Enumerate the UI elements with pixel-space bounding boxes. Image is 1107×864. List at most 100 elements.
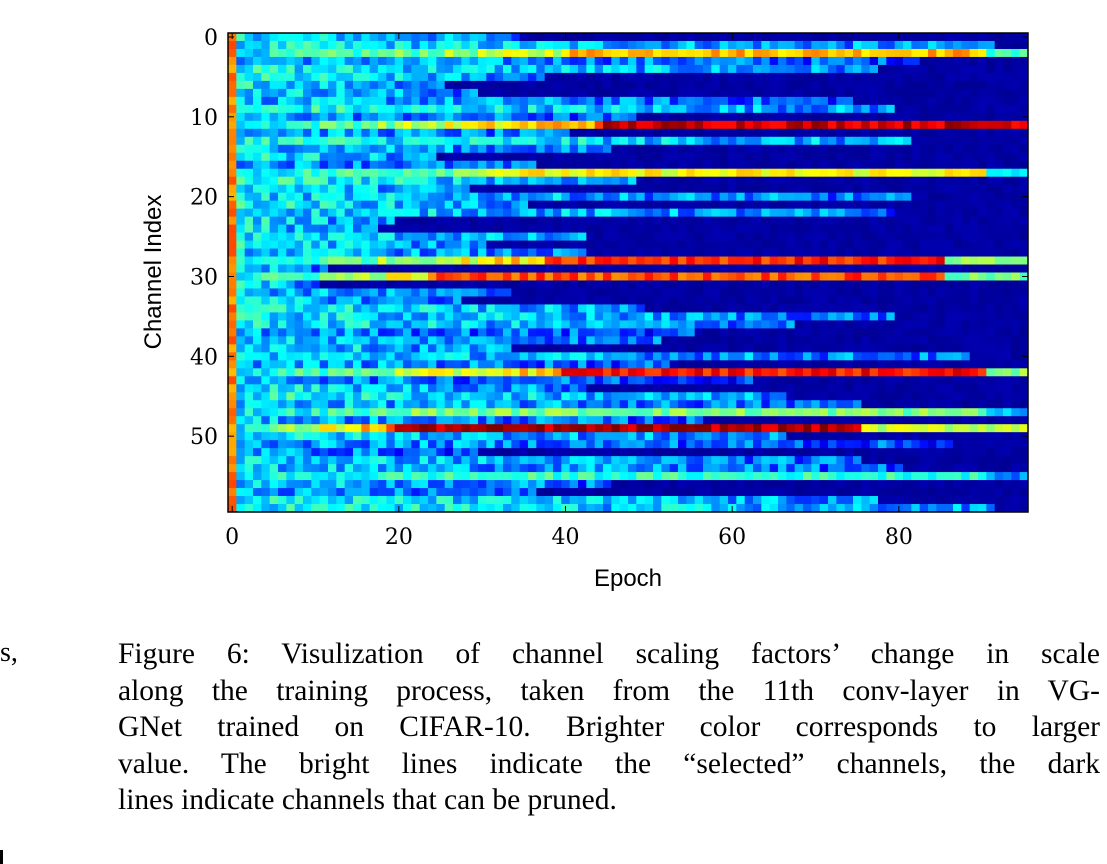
- heatmap-cell: [719, 368, 729, 377]
- heatmap-cell: [561, 224, 571, 233]
- heatmap-cell: [294, 128, 304, 138]
- heatmap-cell: [878, 144, 887, 154]
- heatmap-cell: [261, 184, 271, 194]
- heatmap-cell: [753, 152, 762, 162]
- heatmap-cell: [911, 33, 921, 42]
- heatmap-cell: [811, 440, 821, 449]
- heatmap-cell: [553, 296, 562, 305]
- heatmap-cell: [578, 64, 587, 74]
- heatmap-cell: [503, 104, 512, 114]
- heatmap-cell: [228, 168, 237, 178]
- heatmap-cell: [336, 376, 346, 385]
- heatmap-cell: [544, 128, 554, 138]
- heatmap-cell: [769, 120, 779, 130]
- heatmap-cell: [678, 200, 687, 210]
- heatmap-cell: [861, 336, 871, 345]
- heatmap-cell: [994, 424, 1004, 433]
- heatmap-cell: [428, 304, 437, 313]
- heatmap-cell: [528, 408, 537, 417]
- heatmap-cell: [644, 320, 654, 329]
- heatmap-cell: [669, 200, 679, 210]
- heatmap-cell: [253, 224, 262, 233]
- heatmap-cell: [703, 136, 712, 146]
- heatmap-cell: [611, 64, 621, 74]
- heatmap-cell: [703, 392, 712, 401]
- heatmap-cell: [261, 344, 271, 353]
- heatmap-cell: [594, 272, 604, 281]
- heatmap-cell: [844, 136, 854, 146]
- heatmap-cell: [636, 232, 646, 241]
- heatmap-cell: [286, 392, 296, 401]
- heatmap-cell: [428, 112, 437, 122]
- heatmap-cell: [703, 432, 712, 441]
- heatmap-cell: [544, 216, 554, 225]
- heatmap-cell: [678, 288, 687, 297]
- heatmap-cell: [994, 176, 1004, 186]
- heatmap-cell: [236, 208, 246, 218]
- heatmap-cell: [919, 96, 929, 106]
- heatmap-cell: [778, 376, 787, 385]
- heatmap-cell: [269, 304, 279, 313]
- heatmap-cell: [244, 216, 254, 225]
- heatmap-cell: [953, 368, 962, 377]
- heatmap-cell: [711, 72, 721, 82]
- heatmap-cell: [569, 376, 579, 385]
- heatmap-cell: [936, 304, 946, 313]
- heatmap-cell: [1019, 56, 1029, 66]
- heatmap-cell: [978, 336, 987, 345]
- heatmap-cell: [253, 424, 262, 433]
- heatmap-cell: [669, 416, 679, 425]
- heatmap-cell: [536, 328, 546, 337]
- heatmap-cell: [803, 64, 812, 74]
- heatmap-cell: [569, 240, 579, 249]
- heatmap-cell: [394, 288, 404, 297]
- heatmap-cell: [811, 296, 821, 305]
- heatmap-cell: [669, 392, 679, 401]
- heatmap-cell: [969, 264, 979, 273]
- heatmap-cell: [903, 136, 912, 146]
- heatmap-cell: [728, 96, 737, 106]
- heatmap-cell: [578, 232, 587, 241]
- heatmap-cell: [378, 64, 387, 74]
- heatmap-cell: [753, 72, 762, 82]
- heatmap-cell: [819, 33, 829, 42]
- heatmap-cell: [411, 88, 421, 98]
- heatmap-cell: [761, 328, 771, 337]
- heatmap-cell: [878, 264, 887, 273]
- heatmap-cell: [953, 312, 962, 321]
- heatmap-cell: [661, 368, 671, 377]
- heatmap-cell: [619, 224, 629, 233]
- heatmap-cell: [286, 33, 296, 42]
- heatmap-cell: [411, 264, 421, 273]
- heatmap-cell: [411, 320, 421, 329]
- heatmap-cell: [453, 272, 462, 281]
- heatmap-cell: [911, 56, 921, 66]
- heatmap-cell: [286, 384, 296, 393]
- heatmap-cell: [719, 64, 729, 74]
- heatmap-cell: [961, 288, 971, 297]
- heatmap-cell: [686, 192, 696, 202]
- heatmap-cell: [753, 360, 762, 369]
- heatmap-cell: [719, 224, 729, 233]
- heatmap-cell: [253, 360, 262, 369]
- heatmap-cell: [803, 128, 812, 138]
- heatmap-cell: [336, 248, 346, 257]
- heatmap-cell: [319, 56, 329, 66]
- heatmap-cell: [878, 208, 887, 218]
- heatmap-cell: [328, 304, 337, 313]
- heatmap-cell: [361, 384, 371, 393]
- heatmap-cell: [661, 288, 671, 297]
- heatmap-cell: [728, 112, 737, 122]
- heatmap-cell: [294, 288, 304, 297]
- heatmap-cell: [661, 432, 671, 441]
- heatmap-cell: [794, 168, 804, 178]
- heatmap-cell: [969, 360, 979, 369]
- heatmap-cell: [494, 216, 504, 225]
- heatmap-cell: [369, 96, 379, 106]
- heatmap-cell: [819, 64, 829, 74]
- heatmap-cell: [478, 152, 487, 162]
- heatmap-cell: [819, 184, 829, 194]
- heatmap-cell: [686, 336, 696, 345]
- heatmap-cell: [953, 352, 962, 361]
- heatmap-cell: [611, 232, 621, 241]
